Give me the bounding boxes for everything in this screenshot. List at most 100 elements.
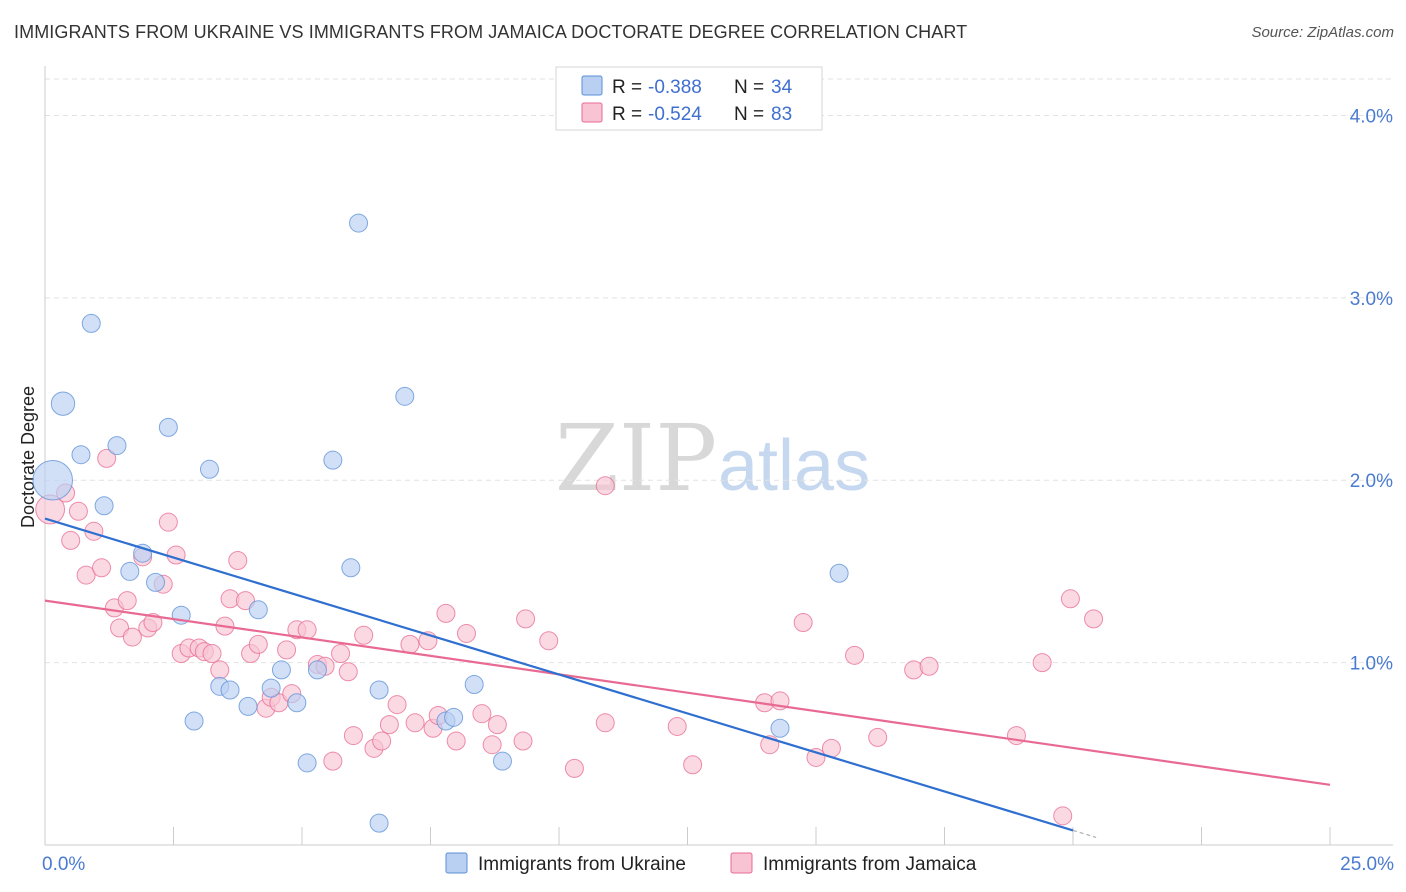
jamaica-point bbox=[343, 726, 363, 746]
jamaica-point bbox=[446, 731, 466, 751]
legend-n-label-ukraine: N = bbox=[734, 77, 764, 98]
bottom-legend-label-jamaica: Immigrants from Jamaica bbox=[763, 854, 977, 875]
ukraine-point bbox=[238, 696, 258, 716]
jamaica-point bbox=[228, 550, 248, 570]
jamaica-point bbox=[297, 620, 317, 640]
jamaica-point bbox=[210, 660, 230, 680]
ukraine-point bbox=[158, 417, 178, 437]
ukraine-point bbox=[395, 386, 415, 406]
ukraine-point bbox=[32, 459, 74, 501]
jamaica-point bbox=[235, 591, 255, 611]
jamaica-point bbox=[595, 713, 615, 733]
jamaica-point bbox=[202, 644, 222, 663]
jamaica-point bbox=[143, 612, 163, 632]
legend-swatch-jamaica bbox=[581, 102, 603, 123]
ukraine-trend-extension bbox=[1072, 829, 1097, 839]
jamaica-point bbox=[456, 623, 476, 643]
y-tick-label: 1.0% bbox=[1350, 654, 1393, 675]
jamaica-point bbox=[793, 612, 813, 632]
ukraine-point bbox=[369, 680, 389, 700]
legend-n-value-ukraine: 34 bbox=[771, 77, 793, 98]
x-tick-label-max: 25.0% bbox=[1340, 854, 1394, 875]
legend-n-value-jamaica: 83 bbox=[771, 104, 792, 125]
ukraine-point bbox=[248, 600, 268, 620]
jamaica-point bbox=[61, 530, 81, 550]
trend-lines bbox=[44, 517, 1331, 839]
jamaica-point bbox=[122, 627, 142, 647]
ukraine-point bbox=[220, 680, 240, 700]
series-legend: Immigrants from Ukraine Immigrants from … bbox=[445, 852, 977, 875]
jamaica-point bbox=[539, 631, 559, 651]
ukraine-point bbox=[349, 213, 369, 233]
legend-swatch-ukraine bbox=[581, 75, 603, 96]
jamaica-point bbox=[1032, 653, 1052, 673]
ukraine-point bbox=[184, 711, 204, 731]
gridlines bbox=[45, 78, 1393, 664]
jamaica-point bbox=[338, 662, 358, 682]
y-tick-labels: 1.0% 2.0% 3.0% 4.0% bbox=[1350, 106, 1393, 674]
jamaica-point bbox=[248, 634, 268, 654]
correlation-legend: R = -0.388 N = 34 R = -0.524 N = 83 bbox=[555, 66, 823, 131]
jamaica-point bbox=[487, 715, 507, 735]
jamaica-point bbox=[323, 751, 343, 771]
ukraine-point bbox=[307, 660, 327, 680]
ukraine-point bbox=[492, 751, 512, 771]
jamaica-point bbox=[92, 558, 112, 578]
ukraine-point bbox=[770, 718, 790, 738]
watermark-zip: ZIP bbox=[555, 405, 717, 512]
ukraine-point bbox=[341, 558, 361, 578]
ukraine-point bbox=[829, 563, 849, 583]
jamaica-point bbox=[331, 644, 351, 663]
chart-title: IMMIGRANTS FROM UKRAINE VS IMMIGRANTS FR… bbox=[14, 22, 968, 42]
jamaica-point bbox=[868, 727, 888, 747]
jamaica-point bbox=[387, 695, 407, 715]
ukraine-point bbox=[120, 561, 140, 581]
bottom-legend-swatch-ukraine bbox=[445, 852, 468, 874]
jamaica-point bbox=[1053, 806, 1073, 826]
x-tick-label-min: 0.0% bbox=[42, 854, 85, 875]
jamaica-point bbox=[482, 735, 502, 755]
ukraine-point bbox=[444, 707, 464, 727]
jamaica-point bbox=[405, 713, 425, 733]
jamaica-point bbox=[110, 618, 130, 638]
jamaica-point bbox=[667, 716, 687, 736]
jamaica-point bbox=[683, 755, 703, 775]
jamaica-point bbox=[400, 634, 420, 654]
ukraine-point bbox=[199, 459, 219, 479]
jamaica-point bbox=[117, 591, 137, 611]
jamaica-point bbox=[354, 625, 374, 645]
x-tick-labels: 0.0% 25.0% bbox=[42, 854, 1394, 875]
jamaica-point bbox=[513, 731, 533, 751]
jamaica-point bbox=[158, 512, 178, 532]
ukraine-point bbox=[464, 675, 484, 695]
ukraine-point bbox=[71, 445, 91, 465]
source-label: Source: ZipAtlas.com bbox=[1251, 24, 1394, 41]
ukraine-point bbox=[146, 572, 166, 592]
jamaica-point bbox=[68, 501, 88, 521]
jamaica-point bbox=[595, 476, 615, 496]
y-tick-label: 4.0% bbox=[1350, 106, 1393, 127]
watermark: ZIP atlas bbox=[555, 405, 870, 512]
ukraine-point bbox=[94, 496, 114, 516]
jamaica-point bbox=[97, 448, 117, 468]
jamaica-point bbox=[372, 731, 392, 751]
ukraine-point bbox=[297, 753, 317, 773]
ukraine-points bbox=[32, 213, 849, 833]
jamaica-trend-line bbox=[44, 599, 1331, 786]
bottom-legend-label-ukraine: Immigrants from Ukraine bbox=[478, 854, 686, 875]
jamaica-point bbox=[845, 645, 865, 665]
ukraine-point bbox=[369, 813, 389, 833]
legend-r-value-jamaica: -0.524 bbox=[648, 104, 702, 125]
y-tick-label: 3.0% bbox=[1350, 289, 1393, 310]
ukraine-point bbox=[50, 391, 76, 416]
jamaica-point bbox=[1084, 609, 1104, 629]
ukraine-trend-line bbox=[44, 517, 1074, 832]
y-tick-label: 2.0% bbox=[1350, 471, 1393, 492]
watermark-atlas: atlas bbox=[718, 426, 870, 506]
ukraine-point bbox=[107, 436, 127, 456]
bottom-legend-swatch-jamaica bbox=[730, 852, 753, 874]
legend-r-value-ukraine: -0.388 bbox=[648, 77, 702, 98]
jamaica-point bbox=[516, 609, 536, 629]
ukraine-point bbox=[261, 678, 281, 698]
